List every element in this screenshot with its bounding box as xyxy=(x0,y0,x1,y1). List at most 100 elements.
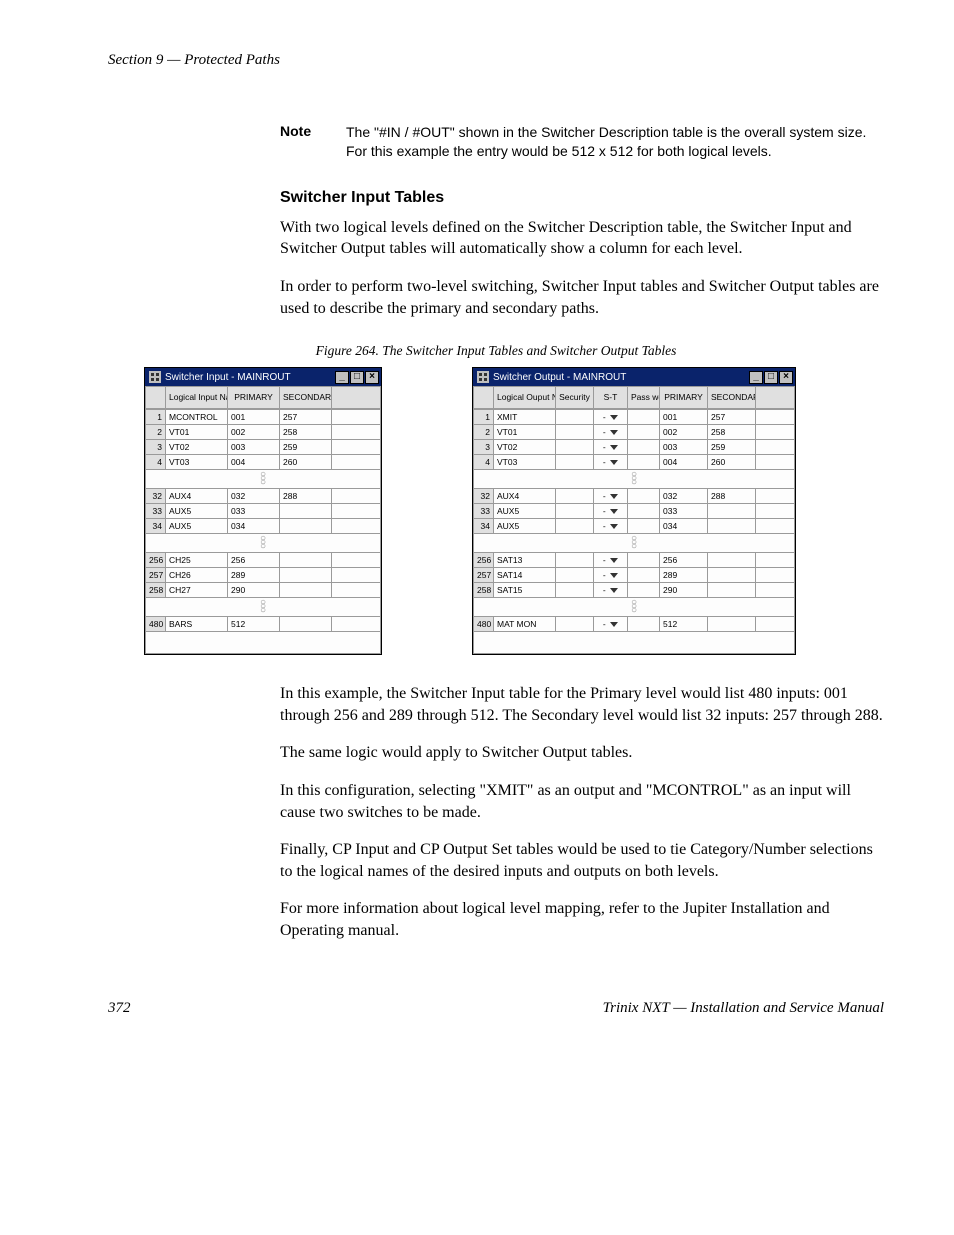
table-row[interactable]: 258CH27290 xyxy=(146,583,381,598)
st-cell[interactable]: - xyxy=(594,455,628,470)
logical-name-cell[interactable]: SAT14 xyxy=(494,568,556,583)
logical-name-cell[interactable]: CH25 xyxy=(166,553,228,568)
logical-name-cell[interactable]: BARS xyxy=(166,617,228,632)
table-row[interactable]: 4VT03004260 xyxy=(146,455,381,470)
table-row[interactable]: 2VT01- 002258 xyxy=(474,425,795,440)
logical-name-cell[interactable]: XMIT xyxy=(494,410,556,425)
primary-cell[interactable]: 034 xyxy=(228,519,280,534)
security-cell[interactable] xyxy=(556,440,594,455)
table-row[interactable]: 480BARS512 xyxy=(146,617,381,632)
secondary-cell[interactable]: 257 xyxy=(280,410,332,425)
table-row[interactable]: 32AUX4- 032288 xyxy=(474,489,795,504)
table-row[interactable]: 34AUX5034 xyxy=(146,519,381,534)
logical-name-cell[interactable]: VT01 xyxy=(166,425,228,440)
security-cell[interactable] xyxy=(556,489,594,504)
secondary-cell[interactable] xyxy=(708,617,756,632)
password-cell[interactable] xyxy=(628,504,660,519)
security-cell[interactable] xyxy=(556,504,594,519)
st-cell[interactable]: - xyxy=(594,519,628,534)
st-cell[interactable]: - xyxy=(594,568,628,583)
primary-cell[interactable]: 001 xyxy=(660,410,708,425)
logical-name-cell[interactable]: SAT15 xyxy=(494,583,556,598)
st-cell[interactable]: - xyxy=(594,617,628,632)
security-cell[interactable] xyxy=(556,425,594,440)
primary-cell[interactable]: 034 xyxy=(660,519,708,534)
logical-name-cell[interactable]: SAT13 xyxy=(494,553,556,568)
table-row[interactable]: 257CH26289 xyxy=(146,568,381,583)
security-cell[interactable] xyxy=(556,583,594,598)
secondary-cell[interactable] xyxy=(280,583,332,598)
logical-name-cell[interactable]: CH26 xyxy=(166,568,228,583)
table-row[interactable]: 3VT02- 003259 xyxy=(474,440,795,455)
secondary-cell[interactable] xyxy=(708,583,756,598)
password-cell[interactable] xyxy=(628,489,660,504)
security-cell[interactable] xyxy=(556,519,594,534)
secondary-cell[interactable] xyxy=(280,617,332,632)
table-row[interactable]: 32AUX4032288 xyxy=(146,489,381,504)
primary-cell[interactable]: 290 xyxy=(228,583,280,598)
primary-cell[interactable]: 512 xyxy=(228,617,280,632)
secondary-cell[interactable]: 257 xyxy=(708,410,756,425)
password-cell[interactable] xyxy=(628,410,660,425)
primary-cell[interactable]: 289 xyxy=(228,568,280,583)
primary-cell[interactable]: 290 xyxy=(660,583,708,598)
table-row[interactable]: 33AUX5- 033 xyxy=(474,504,795,519)
logical-name-cell[interactable]: AUX5 xyxy=(494,504,556,519)
st-cell[interactable]: - xyxy=(594,425,628,440)
table-row[interactable]: 480MAT MON- 512 xyxy=(474,617,795,632)
primary-cell[interactable]: 004 xyxy=(660,455,708,470)
logical-name-cell[interactable]: AUX5 xyxy=(166,519,228,534)
st-cell[interactable]: - xyxy=(594,489,628,504)
logical-name-cell[interactable]: CH27 xyxy=(166,583,228,598)
primary-cell[interactable]: 256 xyxy=(228,553,280,568)
logical-name-cell[interactable]: AUX4 xyxy=(494,489,556,504)
table-row[interactable]: 1XMIT- 001257 xyxy=(474,410,795,425)
primary-cell[interactable]: 032 xyxy=(660,489,708,504)
table-row[interactable]: 4VT03- 004260 xyxy=(474,455,795,470)
secondary-cell[interactable]: 260 xyxy=(708,455,756,470)
primary-cell[interactable]: 033 xyxy=(228,504,280,519)
st-cell[interactable]: - xyxy=(594,553,628,568)
table-row[interactable]: 257SAT14- 289 xyxy=(474,568,795,583)
password-cell[interactable] xyxy=(628,519,660,534)
table-row[interactable]: 3VT02003259 xyxy=(146,440,381,455)
password-cell[interactable] xyxy=(628,553,660,568)
secondary-cell[interactable]: 258 xyxy=(280,425,332,440)
security-cell[interactable] xyxy=(556,410,594,425)
secondary-cell[interactable] xyxy=(708,519,756,534)
table-row[interactable]: 256SAT13- 256 xyxy=(474,553,795,568)
security-cell[interactable] xyxy=(556,617,594,632)
chevron-down-icon[interactable] xyxy=(610,588,618,593)
logical-name-cell[interactable]: VT02 xyxy=(166,440,228,455)
secondary-cell[interactable]: 259 xyxy=(708,440,756,455)
password-cell[interactable] xyxy=(628,425,660,440)
secondary-cell[interactable] xyxy=(708,568,756,583)
chevron-down-icon[interactable] xyxy=(610,494,618,499)
chevron-down-icon[interactable] xyxy=(610,415,618,420)
primary-cell[interactable]: 001 xyxy=(228,410,280,425)
secondary-cell[interactable] xyxy=(708,504,756,519)
primary-cell[interactable]: 004 xyxy=(228,455,280,470)
chevron-down-icon[interactable] xyxy=(610,622,618,627)
secondary-cell[interactable] xyxy=(280,568,332,583)
minimize-button[interactable]: _ xyxy=(749,371,763,384)
chevron-down-icon[interactable] xyxy=(610,558,618,563)
security-cell[interactable] xyxy=(556,553,594,568)
table-row[interactable]: 258SAT15- 290 xyxy=(474,583,795,598)
logical-name-cell[interactable]: AUX5 xyxy=(494,519,556,534)
secondary-cell[interactable] xyxy=(280,504,332,519)
secondary-cell[interactable] xyxy=(280,553,332,568)
password-cell[interactable] xyxy=(628,455,660,470)
chevron-down-icon[interactable] xyxy=(610,445,618,450)
minimize-button[interactable]: _ xyxy=(335,371,349,384)
logical-name-cell[interactable]: AUX5 xyxy=(166,504,228,519)
primary-cell[interactable]: 032 xyxy=(228,489,280,504)
primary-cell[interactable]: 512 xyxy=(660,617,708,632)
st-cell[interactable]: - xyxy=(594,583,628,598)
primary-cell[interactable]: 002 xyxy=(660,425,708,440)
st-cell[interactable]: - xyxy=(594,440,628,455)
table-row[interactable]: 33AUX5033 xyxy=(146,504,381,519)
table-row[interactable]: 34AUX5- 034 xyxy=(474,519,795,534)
logical-name-cell[interactable]: MCONTROL xyxy=(166,410,228,425)
logical-name-cell[interactable]: VT03 xyxy=(494,455,556,470)
